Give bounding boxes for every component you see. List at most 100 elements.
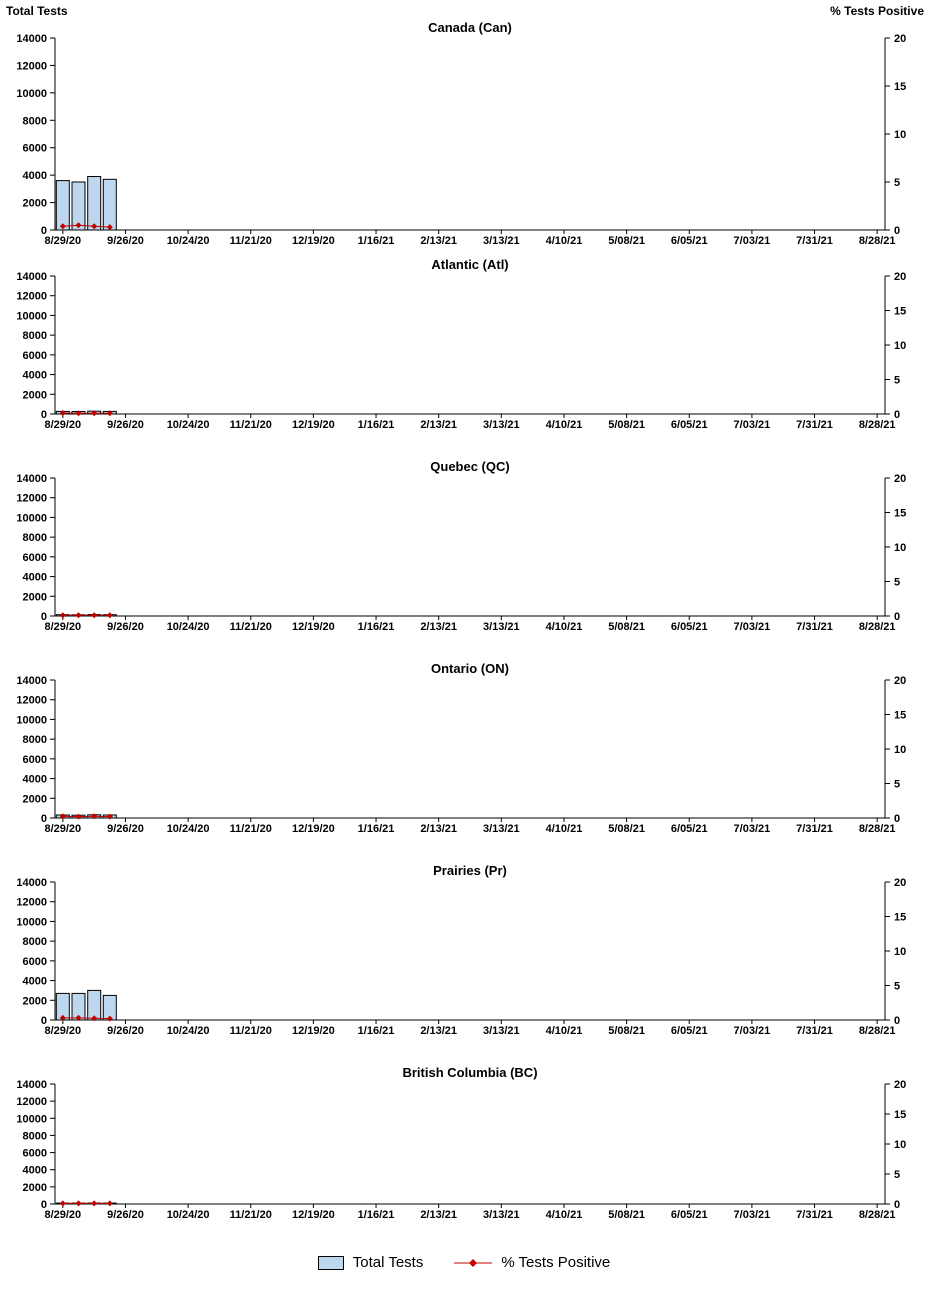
x-tick-label: 8/29/20 bbox=[44, 1025, 81, 1037]
chart-title: British Columbia (BC) bbox=[402, 1065, 537, 1080]
y-right-tick-label: 10 bbox=[894, 744, 906, 756]
diamond-marker bbox=[91, 223, 98, 230]
x-tick-label: 2/13/21 bbox=[420, 1025, 457, 1037]
x-tick-label: 10/24/20 bbox=[167, 621, 210, 633]
diamond-marker bbox=[106, 813, 113, 820]
x-tick-label: 7/31/21 bbox=[796, 235, 833, 247]
y-right-tick-label: 10 bbox=[894, 1139, 906, 1151]
y-right-tick-label: 15 bbox=[894, 1109, 906, 1121]
y-right-tick-label: 15 bbox=[894, 912, 906, 924]
chart-canada-can: Canada (Can) 0 2000 4000 6000 8000 10000 12000 1… bbox=[16, 20, 906, 247]
x-tick-label: 11/21/20 bbox=[230, 1209, 272, 1221]
x-tick-label: 1/16/21 bbox=[358, 1025, 395, 1037]
y-left-tick-label: 10000 bbox=[16, 310, 47, 322]
x-tick-label: 5/08/21 bbox=[608, 1025, 645, 1037]
x-tick-label: 4/10/21 bbox=[546, 823, 583, 835]
markers-tests-positive bbox=[59, 1200, 113, 1207]
x-tick-label: 10/24/20 bbox=[167, 823, 210, 835]
diamond-marker bbox=[106, 410, 113, 417]
y-left-tick-label: 8000 bbox=[23, 532, 47, 544]
markers-tests-positive bbox=[59, 410, 113, 417]
legend-bar-swatch bbox=[317, 1255, 344, 1270]
x-tick-label: 1/16/21 bbox=[358, 621, 395, 633]
y-right-tick-label: 20 bbox=[894, 1079, 906, 1091]
x-tick-label: 7/03/21 bbox=[734, 1209, 771, 1221]
right-axis-title: % Tests Positive bbox=[830, 4, 924, 18]
legend-pct-positive-label: % Tests Positive bbox=[501, 1254, 611, 1271]
legend-line-diamond-icon bbox=[454, 1258, 493, 1267]
y-left-tick-label: 4000 bbox=[23, 1165, 47, 1177]
x-tick-label: 4/10/21 bbox=[546, 235, 583, 247]
x-tick-label: 11/21/20 bbox=[230, 823, 272, 835]
diamond-marker bbox=[59, 410, 66, 416]
x-tick-label: 7/31/21 bbox=[796, 621, 833, 633]
y-left-tick-label: 10000 bbox=[16, 916, 47, 928]
x-tick-label: 8/28/21 bbox=[859, 823, 896, 835]
bars-total-tests bbox=[55, 176, 117, 231]
x-tick-label: 6/05/21 bbox=[671, 1025, 708, 1037]
x-tick-label: 7/31/21 bbox=[796, 1209, 833, 1221]
x-tick-label: 1/16/21 bbox=[358, 823, 395, 835]
diamond-marker bbox=[59, 1200, 66, 1207]
y-left-tick-label: 8000 bbox=[23, 1130, 47, 1142]
x-tick-label: 2/13/21 bbox=[420, 823, 457, 835]
diamond-marker bbox=[75, 1014, 82, 1021]
x-tick-label: 12/19/20 bbox=[292, 1025, 335, 1037]
chart-title: Ontario (ON) bbox=[431, 661, 509, 676]
y-right-tick-label: 0 bbox=[894, 1199, 900, 1211]
y-left-tick-label: 2000 bbox=[23, 995, 47, 1007]
diamond-marker bbox=[91, 813, 98, 820]
markers-tests-positive bbox=[59, 1014, 113, 1022]
y-left-tick-label: 6000 bbox=[23, 1148, 47, 1160]
x-tick-label: 12/19/20 bbox=[292, 621, 335, 633]
charts-container: Canada (Can) 0 2000 4000 6000 8000 10000 12000 1… bbox=[0, 20, 928, 1242]
x-tick-label: 7/03/21 bbox=[734, 621, 771, 633]
x-tick-label: 8/29/20 bbox=[44, 235, 81, 247]
x-tick-label: 8/28/21 bbox=[859, 1025, 896, 1037]
y-right-tick-label: 20 bbox=[894, 271, 906, 283]
x-tick-label: 9/26/20 bbox=[107, 823, 144, 835]
y-right-tick-label: 5 bbox=[894, 375, 900, 387]
diamond-marker bbox=[91, 612, 98, 619]
y-right-tick-label: 5 bbox=[894, 779, 900, 791]
x-tick-label: 6/05/21 bbox=[671, 823, 708, 835]
y-left-tick-label: 14000 bbox=[16, 473, 47, 485]
x-tick-label: 1/16/21 bbox=[358, 235, 395, 247]
legend: Total Tests % Tests Positive bbox=[0, 1242, 928, 1285]
x-tick-label: 7/03/21 bbox=[734, 235, 771, 247]
y-left-tick-label: 8000 bbox=[23, 330, 47, 342]
diamond-marker bbox=[59, 1014, 66, 1021]
x-tick-label: 6/05/21 bbox=[671, 235, 708, 247]
x-tick-label: 3/13/21 bbox=[483, 1209, 520, 1221]
x-tick-label: 12/19/20 bbox=[292, 235, 335, 247]
bar bbox=[102, 178, 117, 231]
y-left-tick-label: 6000 bbox=[23, 143, 47, 155]
x-tick-label: 5/08/21 bbox=[608, 621, 645, 633]
diamond-marker bbox=[91, 410, 98, 417]
y-left-tick-label: 2000 bbox=[23, 1182, 47, 1194]
x-tick-label: 4/10/21 bbox=[546, 1025, 583, 1037]
x-tick-label: 4/10/21 bbox=[546, 419, 583, 431]
x-tick-label: 2/13/21 bbox=[420, 1209, 457, 1221]
y-left-tick-label: 4000 bbox=[23, 370, 47, 382]
y-left-tick-label: 4000 bbox=[23, 572, 47, 584]
y-right-tick-label: 20 bbox=[894, 33, 906, 45]
y-left-tick-label: 10000 bbox=[16, 1113, 47, 1125]
diamond-marker bbox=[59, 223, 66, 230]
y-left-tick-label: 10000 bbox=[16, 88, 47, 100]
x-tick-label: 5/08/21 bbox=[608, 235, 645, 247]
axis-titles-row: Total Tests % Tests Positive bbox=[0, 2, 928, 20]
y-left-tick-label: 10000 bbox=[16, 714, 47, 726]
y-left-tick-label: 2000 bbox=[23, 389, 47, 401]
legend-total-tests-label: Total Tests bbox=[352, 1254, 424, 1271]
x-tick-label: 11/21/20 bbox=[230, 235, 272, 247]
x-tick-label: 7/31/21 bbox=[796, 1025, 833, 1037]
x-tick-label: 7/31/21 bbox=[796, 419, 833, 431]
y-right-tick-label: 20 bbox=[894, 877, 906, 889]
y-left-tick-label: 2000 bbox=[23, 198, 47, 210]
y-left-tick-label: 12000 bbox=[16, 291, 47, 303]
y-left-tick-label: 14000 bbox=[16, 271, 47, 283]
y-right-tick-label: 0 bbox=[894, 409, 900, 421]
left-axis-title: Total Tests bbox=[6, 4, 68, 18]
chart-ontario-on: Ontario (ON) 0 2000 4000 6000 8000 10000 12000 1… bbox=[16, 661, 906, 835]
